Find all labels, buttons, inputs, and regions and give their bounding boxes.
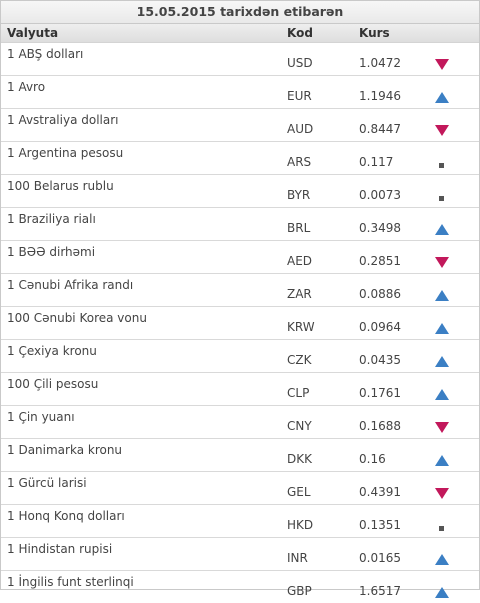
exchange-rate: 0.0073 bbox=[359, 188, 401, 202]
table-row: 1 İngilis funt sterlinqi GBP 1.6517 bbox=[1, 571, 479, 603]
currency-name: 100 Belarus rublu bbox=[7, 179, 114, 193]
table-row: 1 Çin yuanı CNY 0.1688 bbox=[1, 406, 479, 439]
currency-code: CLP bbox=[287, 386, 310, 400]
exchange-rate: 0.2851 bbox=[359, 254, 401, 268]
column-header-currency: Valyuta bbox=[7, 26, 59, 40]
table-row: 1 BƏƏ dirhəmi AED 0.2851 bbox=[1, 241, 479, 274]
currency-name: 1 Braziliya rialı bbox=[7, 212, 96, 226]
trend-down-icon bbox=[435, 488, 449, 500]
table-title: 15.05.2015 tarixdən etibarən bbox=[1, 1, 479, 24]
exchange-rate: 0.1761 bbox=[359, 386, 401, 400]
table-row: 100 Çili pesosu CLP 0.1761 bbox=[1, 373, 479, 406]
trend-up-icon bbox=[435, 554, 449, 566]
trend-down-icon bbox=[435, 257, 449, 269]
trend-down-icon bbox=[435, 422, 449, 434]
table-row: 1 ABŞ dolları USD 1.0472 bbox=[1, 43, 479, 76]
trend-down-icon bbox=[435, 59, 449, 71]
table-row: 1 Avstraliya dolları AUD 0.8447 bbox=[1, 109, 479, 142]
currency-name: 1 Argentina pesosu bbox=[7, 146, 124, 160]
table-row: 1 Hindistan rupisi INR 0.0165 bbox=[1, 538, 479, 571]
exchange-rate: 0.1351 bbox=[359, 518, 401, 532]
currency-code: GBP bbox=[287, 584, 312, 598]
exchange-rate: 0.1688 bbox=[359, 419, 401, 433]
table-row: 1 Honq Konq dolları HKD 0.1351 bbox=[1, 505, 479, 538]
currency-name: 1 BƏƏ dirhəmi bbox=[7, 245, 96, 259]
table-row: 1 Avro EUR 1.1946 bbox=[1, 76, 479, 109]
trend-up-icon bbox=[435, 290, 449, 302]
exchange-rate: 0.0886 bbox=[359, 287, 401, 301]
trend-down-icon bbox=[435, 125, 449, 137]
table-row: 100 Belarus rublu BYR 0.0073 bbox=[1, 175, 479, 208]
currency-code: CZK bbox=[287, 353, 312, 367]
trend-up-icon bbox=[435, 92, 449, 104]
exchange-rate: 0.8447 bbox=[359, 122, 401, 136]
currency-code: HKD bbox=[287, 518, 314, 532]
trend-up-icon bbox=[435, 389, 449, 401]
currency-name: 100 Cənubi Korea vonu bbox=[7, 311, 147, 325]
currency-name: 100 Çili pesosu bbox=[7, 377, 99, 391]
exchange-rate: 0.3498 bbox=[359, 221, 401, 235]
table-row: 100 Cənubi Korea vonu KRW 0.0964 bbox=[1, 307, 479, 340]
currency-name: 1 Avro bbox=[7, 80, 46, 94]
trend-up-icon bbox=[435, 356, 449, 368]
trend-unchanged-icon bbox=[435, 191, 449, 203]
exchange-rate: 0.16 bbox=[359, 452, 386, 466]
exchange-rate: 0.0435 bbox=[359, 353, 401, 367]
currency-code: USD bbox=[287, 56, 313, 70]
trend-up-icon bbox=[435, 323, 449, 335]
column-header-rate: Kurs bbox=[359, 26, 390, 40]
exchange-rate: 0.117 bbox=[359, 155, 394, 169]
trend-unchanged-icon bbox=[435, 521, 449, 533]
currency-code: CNY bbox=[287, 419, 312, 433]
column-header-code: Kod bbox=[287, 26, 313, 40]
currency-name: 1 Danimarka kronu bbox=[7, 443, 123, 457]
currency-code: KRW bbox=[287, 320, 315, 334]
table-row: 1 Danimarka kronu DKK 0.16 bbox=[1, 439, 479, 472]
table-row: 1 Argentina pesosu ARS 0.117 bbox=[1, 142, 479, 175]
currency-code: DKK bbox=[287, 452, 312, 466]
currency-code: GEL bbox=[287, 485, 311, 499]
currency-code: AED bbox=[287, 254, 313, 268]
currency-name: 1 İngilis funt sterlinqi bbox=[7, 575, 134, 589]
trend-up-icon bbox=[435, 587, 449, 599]
exchange-rate: 1.0472 bbox=[359, 56, 401, 70]
currency-code: INR bbox=[287, 551, 308, 565]
currency-name: 1 ABŞ dolları bbox=[7, 47, 84, 61]
currency-name: 1 Avstraliya dolları bbox=[7, 113, 119, 127]
exchange-rate: 0.4391 bbox=[359, 485, 401, 499]
currency-name: 1 Çexiya kronu bbox=[7, 344, 97, 358]
currency-name: 1 Hindistan rupisi bbox=[7, 542, 113, 556]
currency-code: AUD bbox=[287, 122, 314, 136]
table-row: 1 Cənubi Afrika randı ZAR 0.0886 bbox=[1, 274, 479, 307]
currency-name: 1 Gürcü larisi bbox=[7, 476, 87, 490]
table-header: Valyuta Kod Kurs bbox=[1, 24, 479, 43]
currency-code: ARS bbox=[287, 155, 312, 169]
trend-up-icon bbox=[435, 455, 449, 467]
exchange-rate: 0.0165 bbox=[359, 551, 401, 565]
trend-unchanged-icon bbox=[435, 158, 449, 170]
currency-code: ZAR bbox=[287, 287, 312, 301]
table-row: 1 Braziliya rialı BRL 0.3498 bbox=[1, 208, 479, 241]
currency-code: EUR bbox=[287, 89, 312, 103]
trend-up-icon bbox=[435, 224, 449, 236]
currency-name: 1 Honq Konq dolları bbox=[7, 509, 125, 523]
currency-code: BRL bbox=[287, 221, 311, 235]
exchange-rate: 1.6517 bbox=[359, 584, 401, 598]
table-row: 1 Çexiya kronu CZK 0.0435 bbox=[1, 340, 479, 373]
table-row: 1 Gürcü larisi GEL 0.4391 bbox=[1, 472, 479, 505]
exchange-rate: 0.0964 bbox=[359, 320, 401, 334]
table-body: 1 ABŞ dolları USD 1.0472 1 Avro EUR 1.1946 1 A… bbox=[1, 43, 479, 603]
currency-name: 1 Cənubi Afrika randı bbox=[7, 278, 134, 292]
currency-code: BYR bbox=[287, 188, 311, 202]
exchange-rate: 1.1946 bbox=[359, 89, 401, 103]
currency-name: 1 Çin yuanı bbox=[7, 410, 75, 424]
